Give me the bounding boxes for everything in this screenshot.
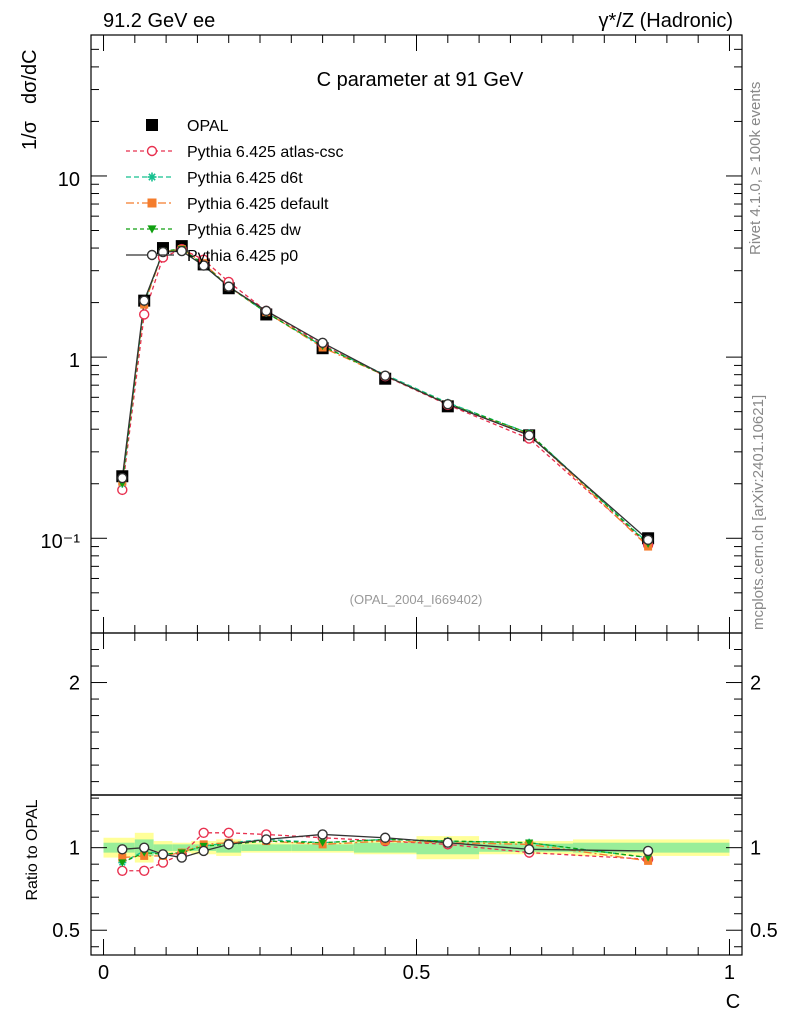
legend-label-dw: Pythia 6.425 dw [187, 222, 301, 239]
ratio-point-p0 [317, 829, 328, 840]
main-point-p0 [139, 295, 150, 306]
main-line-d6t [121, 249, 649, 544]
header-right: γ*/Z (Hadronic) [599, 10, 733, 32]
main-point-atlas_csc [139, 309, 150, 320]
rivet-version-label: Rivet 4.1.0, ≥ 100k events [747, 82, 764, 255]
ratio-point-p0 [442, 837, 453, 848]
ratio-point-atlas_csc [223, 827, 234, 839]
main-line-dw [121, 248, 649, 545]
main-point-p0 [642, 534, 654, 546]
y-tick-label-1: 1 [69, 350, 80, 372]
ratio-point-p0 [380, 832, 391, 843]
ratio-band-inner [353, 842, 417, 853]
ratio-y-tick-label-right: 2 [750, 673, 761, 695]
y-axis-label-left: 1/σ [19, 120, 41, 150]
ratio-point-p0 [261, 834, 272, 845]
x-tick-label: 1 [724, 962, 735, 984]
legend: OPAL Pythia 6.425 atlas-csc Pythia 6.425 d… [126, 118, 344, 265]
ratio-point-p0 [642, 845, 654, 857]
analysis-id-label: (OPAL_2004_I669402) [350, 592, 483, 607]
main-point-p0 [317, 337, 328, 348]
y-tick-label-0p1: 10⁻¹ [41, 531, 81, 553]
ratio-plot-frame [90, 632, 743, 956]
main-plot-panel: C parameter at 91 GeV (OPAL_2004_I669402… [19, 34, 743, 634]
ratio-point-p0 [198, 845, 209, 857]
ratio-line-dw [122, 838, 649, 864]
ratio-y-tick-label: 0.5 [52, 920, 80, 942]
ratio-point-default [118, 853, 127, 862]
main-point-p0 [176, 245, 187, 257]
ratio-band-inner [172, 844, 192, 851]
x-axis-label: C [726, 991, 740, 1013]
main-point-p0 [523, 430, 535, 441]
main-line-default [121, 248, 649, 548]
ratio-point-p0 [523, 844, 535, 855]
main-line-atlas_csc [121, 248, 649, 546]
ratio-y-tick-label-right: 0.5 [750, 920, 778, 942]
main-point-p0 [261, 305, 272, 317]
ratio-band-inner [241, 844, 292, 851]
main-point-p0 [223, 281, 234, 292]
main-point-p0 [442, 398, 453, 410]
main-line-p0 [121, 250, 649, 541]
legend-marker-dw [147, 225, 157, 234]
y-axis-label-right: dσ/dC [19, 49, 41, 104]
ratio-y-tick-label: 2 [69, 673, 80, 695]
main-point-p0 [380, 370, 391, 381]
ratio-point-p0 [223, 839, 234, 850]
ratio-point-atlas_csc [139, 865, 150, 876]
ratio-band-inner [153, 844, 173, 851]
legend-marker-d6t [147, 172, 157, 182]
ratio-y-axis-label: Ratio to OPAL [24, 799, 41, 900]
ratio-y-tick-label: 1 [69, 838, 80, 860]
ratio-point-atlas_csc [117, 865, 128, 876]
main-point-p0 [117, 472, 128, 484]
main-point-p0 [157, 246, 169, 258]
ratio-point-dw [118, 859, 127, 867]
y-tick-label-10: 10 [58, 169, 80, 191]
ratio-point-p0 [176, 852, 187, 863]
ratio-plot-panel: 0.5 0.5 1 1 2 2 0 0.5 1 Ratio to OPAL C [24, 632, 778, 1013]
ratio-line-atlas_csc [122, 832, 649, 872]
mcplots-credit-label: mcplots.cern.ch [arXiv:2401.10621] [750, 395, 767, 630]
x-tick-label: 0 [98, 962, 109, 984]
legend-marker-atlas_csc [146, 145, 158, 157]
legend-label-data: OPAL [187, 118, 229, 135]
legend-marker-p0 [146, 249, 158, 261]
ratio-point-p0 [139, 842, 150, 853]
legend-label-default: Pythia 6.425 default [187, 196, 329, 213]
header-left: 91.2 GeV ee [103, 10, 215, 32]
ratio-point-dw [644, 854, 653, 862]
legend-label-d6t: Pythia 6.425 d6t [187, 170, 303, 187]
main-point-p0 [198, 260, 209, 271]
ratio-y-tick-label-right: 1 [750, 838, 761, 860]
chart-title: C parameter at 91 GeV [317, 69, 524, 91]
x-tick-label: 0.5 [403, 962, 431, 984]
ratio-point-dw [525, 839, 534, 847]
legend-label-p0: Pythia 6.425 p0 [187, 248, 298, 265]
ratio-point-atlas_csc [198, 827, 209, 839]
legend-marker-data [146, 119, 158, 131]
ratio-point-p0 [117, 844, 128, 855]
ratio-point-p0 [157, 849, 169, 860]
legend-label-atlas_csc: Pythia 6.425 atlas-csc [187, 144, 344, 161]
ratio-point-dw [318, 839, 327, 847]
legend-marker-default [147, 198, 157, 208]
